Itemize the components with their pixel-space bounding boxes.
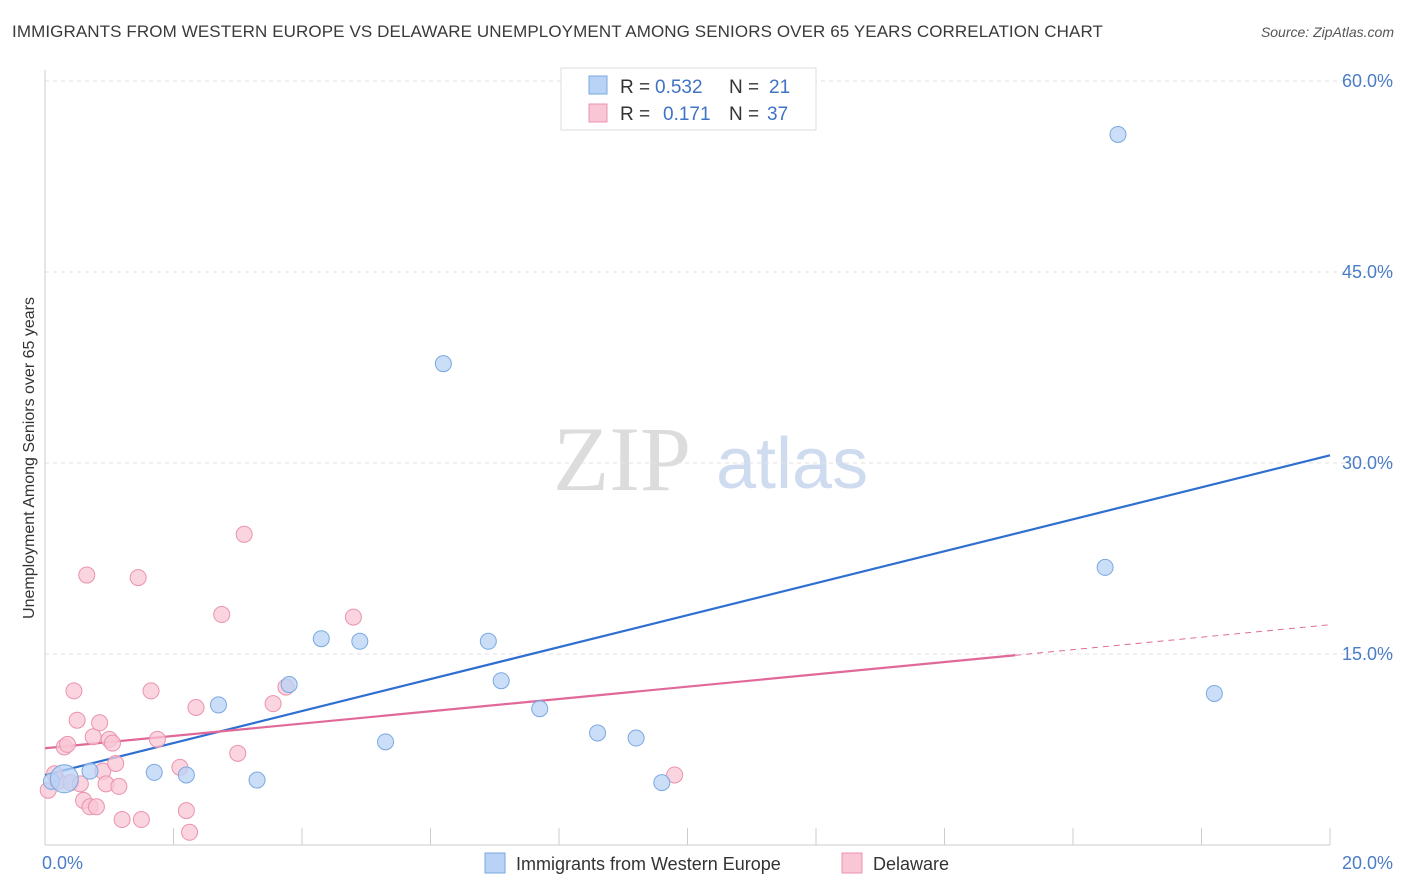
- trend-lines: [44, 454, 1331, 777]
- legend-n-value-2: 37: [767, 104, 788, 125]
- point-western-europe: [49, 764, 79, 794]
- bottom-legend-label-series2: Delaware: [873, 854, 949, 874]
- point-western-europe: [248, 771, 266, 789]
- legend-r-value-1: 0.532: [655, 77, 703, 98]
- point-delaware: [58, 735, 76, 753]
- y-tick-label: 30.0%: [1342, 453, 1393, 473]
- watermark-zip: ZIP: [553, 408, 691, 510]
- point-delaware: [229, 744, 247, 762]
- point-delaware: [110, 777, 128, 795]
- point-western-europe: [312, 630, 330, 648]
- point-delaware: [65, 682, 83, 700]
- legend-r-value-2: 0.171: [663, 104, 711, 125]
- legend-n-label-1: N =: [729, 77, 759, 98]
- stats-legend: R = 0.532 N = 21 R = 0.171 N = 37: [560, 67, 817, 131]
- y-tick-label: 45.0%: [1342, 262, 1393, 282]
- legend-n-value-1: 21: [769, 77, 790, 98]
- gridlines: [45, 80, 1393, 655]
- point-western-europe: [1096, 558, 1114, 576]
- point-western-europe: [434, 355, 452, 373]
- y-tick-label: 15.0%: [1342, 644, 1393, 664]
- trend-line-series2-extrapolated: [1015, 624, 1331, 656]
- point-western-europe: [351, 632, 369, 650]
- point-western-europe: [1205, 684, 1223, 702]
- point-delaware: [235, 525, 253, 543]
- trend-line-series2: [44, 654, 1016, 750]
- point-western-europe: [589, 724, 607, 742]
- point-western-europe: [1109, 125, 1127, 143]
- tick-labels: 15.0% 30.0% 45.0% 60.0% 0.0% 20.0%: [42, 71, 1393, 873]
- x-tick-label: 20.0%: [1342, 853, 1393, 873]
- point-delaware: [142, 682, 160, 700]
- point-western-europe: [145, 763, 163, 781]
- point-delaware: [666, 766, 684, 784]
- watermark-atlas: atlas: [716, 424, 868, 504]
- point-western-europe: [479, 632, 497, 650]
- bottom-legend-label-series1: Immigrants from Western Europe: [516, 854, 781, 874]
- source-credit: Source: ZipAtlas.com: [1260, 24, 1394, 40]
- point-delaware: [129, 569, 147, 587]
- point-delaware: [87, 798, 105, 816]
- point-western-europe: [177, 766, 195, 784]
- point-delaware: [148, 730, 166, 748]
- point-western-europe: [81, 762, 99, 780]
- point-delaware: [107, 755, 125, 773]
- point-delaware: [68, 711, 86, 729]
- bottom-legend-swatch-series2: [841, 852, 863, 874]
- point-delaware: [103, 734, 121, 752]
- bottom-legend: Immigrants from Western Europe Delaware: [484, 852, 949, 874]
- bottom-legend-swatch-series1: [484, 852, 506, 874]
- point-delaware: [91, 714, 109, 732]
- axes: [44, 70, 1331, 846]
- point-western-europe: [653, 774, 671, 792]
- point-delaware: [344, 608, 362, 626]
- point-western-europe: [377, 733, 395, 751]
- legend-n-label-2: N =: [729, 104, 759, 125]
- data-points: [39, 125, 1223, 841]
- watermark: ZIP atlas: [553, 408, 868, 510]
- legend-r-label-1: R =: [620, 77, 650, 98]
- legend-swatch-series1: [588, 75, 608, 95]
- point-delaware: [113, 811, 131, 829]
- point-delaware: [78, 566, 96, 584]
- legend-swatch-series2: [588, 103, 608, 123]
- point-western-europe: [209, 696, 227, 714]
- legend-r-label-2: R =: [620, 104, 650, 125]
- point-western-europe: [627, 729, 645, 747]
- point-delaware: [132, 811, 150, 829]
- point-western-europe: [531, 700, 549, 718]
- point-western-europe: [492, 672, 510, 690]
- x-tick-label: 0.0%: [42, 853, 83, 873]
- point-delaware: [213, 606, 231, 624]
- point-western-europe: [280, 676, 298, 694]
- point-delaware: [181, 823, 199, 841]
- point-delaware: [177, 802, 195, 820]
- trend-line-series1: [44, 454, 1331, 777]
- y-tick-label: 60.0%: [1342, 71, 1393, 91]
- point-delaware: [187, 698, 205, 716]
- chart-title: IMMIGRANTS FROM WESTERN EUROPE VS DELAWA…: [12, 22, 1104, 41]
- point-delaware: [264, 695, 282, 713]
- y-axis-title: Unemployment Among Seniors over 65 years: [21, 297, 38, 619]
